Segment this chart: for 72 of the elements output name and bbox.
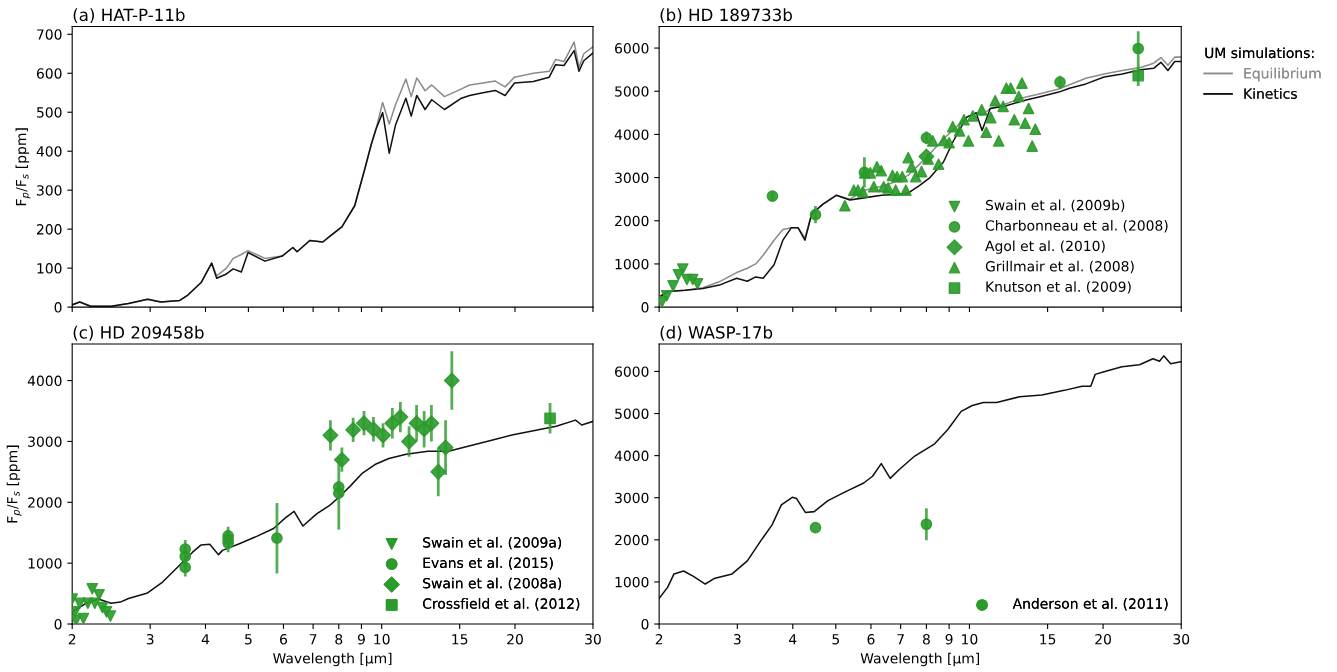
x-tick-label: 8 bbox=[922, 633, 930, 645]
y-tick-label: 1000 bbox=[615, 258, 649, 270]
x-tick-label: 2 bbox=[68, 633, 76, 645]
legend-label: Anderson et al. (2011) bbox=[1012, 598, 1168, 611]
chart-title: (a) HAT-P-11b bbox=[73, 8, 185, 24]
x-axis-title: Wavelength [µm] bbox=[860, 652, 979, 667]
y-tick-label: 700 bbox=[37, 29, 62, 40]
legend-label: Knutson et al. (2009) bbox=[986, 281, 1131, 294]
x-tick-label: 7 bbox=[897, 634, 904, 645]
x-tick-label: 20 bbox=[1095, 633, 1111, 645]
y-tick-label: 1000 bbox=[615, 576, 649, 588]
x-tick-label: 3 bbox=[733, 633, 741, 645]
x-tick-label: 5 bbox=[832, 634, 839, 645]
y-tick-label: 0 bbox=[641, 302, 649, 313]
y-tick-label: 6000 bbox=[615, 43, 649, 54]
legend-label: Swain et al. (2009a) bbox=[423, 536, 562, 550]
y-axis-title: F$_{p}$/F$_{s}$ [ppm] bbox=[6, 445, 22, 523]
y-tick-label: 0 bbox=[641, 618, 649, 630]
x-tick-label: 5 bbox=[245, 634, 252, 645]
legend-label: Swain et al. (2009b) bbox=[985, 199, 1125, 212]
x-tick-label: 10 bbox=[962, 633, 978, 645]
legend-label: Charbonneau et al. (2008) bbox=[985, 220, 1168, 233]
legend-label: Evans et al. (2015) bbox=[423, 557, 553, 570]
y-tick-label: 4000 bbox=[614, 450, 649, 462]
y-tick-label: 0 bbox=[54, 618, 62, 630]
y-tick-label: 2000 bbox=[615, 534, 649, 546]
y-tick-label: 2000 bbox=[615, 215, 649, 227]
x-tick-label: 9 bbox=[945, 633, 953, 645]
y-tick-label: 200 bbox=[36, 224, 62, 235]
y-tick-label: 300 bbox=[37, 185, 62, 196]
x-tick-label: 15 bbox=[1040, 634, 1056, 645]
x-tick-label: 15 bbox=[452, 634, 468, 645]
x-axis-title: Wavelength [µm] bbox=[273, 652, 392, 667]
chart-title: (d) WASP-17b bbox=[660, 325, 773, 341]
y-tick-label: 5000 bbox=[615, 86, 649, 97]
y-tick-label: 400 bbox=[36, 146, 62, 157]
y-tick-label: 3000 bbox=[615, 172, 649, 184]
y-tick-label: 600 bbox=[36, 68, 62, 79]
chart-title: (c) HD 209458b bbox=[73, 325, 204, 341]
x-tick-label: 8 bbox=[335, 633, 343, 645]
x-tick-label: 2 bbox=[655, 633, 663, 645]
legend-title: UM simulations: bbox=[1205, 47, 1314, 59]
legend-label: Crossfield et al. (2012) bbox=[423, 598, 580, 611]
y-tick-label: 1000 bbox=[28, 558, 62, 569]
x-tick-label: 7 bbox=[309, 634, 317, 645]
x-tick-label: 3 bbox=[146, 633, 154, 645]
y-tick-label: 3000 bbox=[615, 492, 649, 504]
x-tick-label: 4 bbox=[201, 634, 210, 645]
chart-title: (b) HD 189733b bbox=[660, 8, 792, 24]
legend-label: Agol et al. (2010) bbox=[985, 240, 1105, 254]
x-tick-label: 6 bbox=[280, 633, 288, 645]
legend-label: Grillmair et al. (2008) bbox=[985, 260, 1134, 274]
x-tick-label: 4 bbox=[789, 634, 797, 645]
x-tick-label: 6 bbox=[867, 633, 875, 645]
x-tick-label: 10 bbox=[374, 633, 390, 645]
legend-label: Equilibrium bbox=[1244, 67, 1321, 82]
y-axis-title: F$_{p}$/F$_{s}$ [ppm] bbox=[15, 128, 31, 206]
x-tick-label: 30 bbox=[1173, 633, 1190, 645]
y-tick-label: 2000 bbox=[28, 497, 62, 508]
x-tick-label: 20 bbox=[507, 633, 523, 645]
x-tick-label: 30 bbox=[585, 633, 601, 645]
y-tick-label: 4000 bbox=[614, 129, 649, 140]
y-tick-label: 5000 bbox=[615, 408, 649, 419]
legend-label: Kinetics bbox=[1244, 88, 1297, 99]
y-tick-label: 4000 bbox=[27, 375, 62, 387]
x-tick-label: 9 bbox=[357, 633, 365, 645]
legend-label: Swain et al. (2008a) bbox=[423, 577, 562, 591]
y-tick-label: 500 bbox=[37, 107, 62, 118]
y-tick-label: 0 bbox=[54, 302, 62, 313]
y-tick-label: 3000 bbox=[28, 436, 62, 447]
y-tick-label: 6000 bbox=[615, 366, 649, 377]
y-tick-label: 100 bbox=[37, 263, 62, 274]
